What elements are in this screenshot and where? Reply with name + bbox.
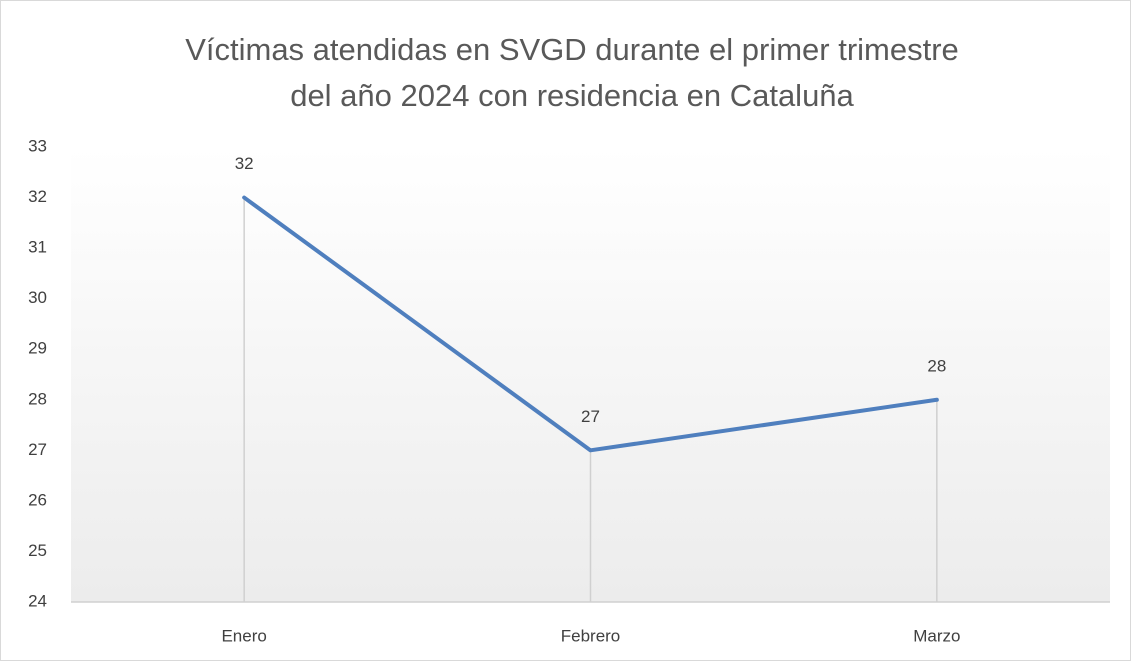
y-tick-label: 25 xyxy=(28,541,47,560)
y-tick-label: 32 xyxy=(28,187,47,206)
chart-title: del año 2024 con residencia en Cataluña xyxy=(290,78,854,113)
line-series xyxy=(242,195,939,453)
chart-title: Víctimas atendidas en SVGD durante el pr… xyxy=(185,32,959,67)
y-tick-label: 27 xyxy=(28,440,47,459)
x-tick-label: Enero xyxy=(221,626,266,645)
y-tick-label: 33 xyxy=(28,136,47,155)
y-tick-label: 24 xyxy=(28,591,47,610)
y-tick-label: 26 xyxy=(28,490,47,509)
y-tick-label: 29 xyxy=(28,339,47,358)
data-label: 28 xyxy=(927,356,946,375)
data-label: 27 xyxy=(581,407,600,426)
y-tick-label: 31 xyxy=(28,238,47,257)
y-tick-label: 28 xyxy=(28,389,47,408)
x-tick-label: Febrero xyxy=(561,626,621,645)
data-label: 32 xyxy=(235,154,254,173)
x-tick-label: Marzo xyxy=(913,626,960,645)
y-tick-label: 30 xyxy=(28,288,47,307)
